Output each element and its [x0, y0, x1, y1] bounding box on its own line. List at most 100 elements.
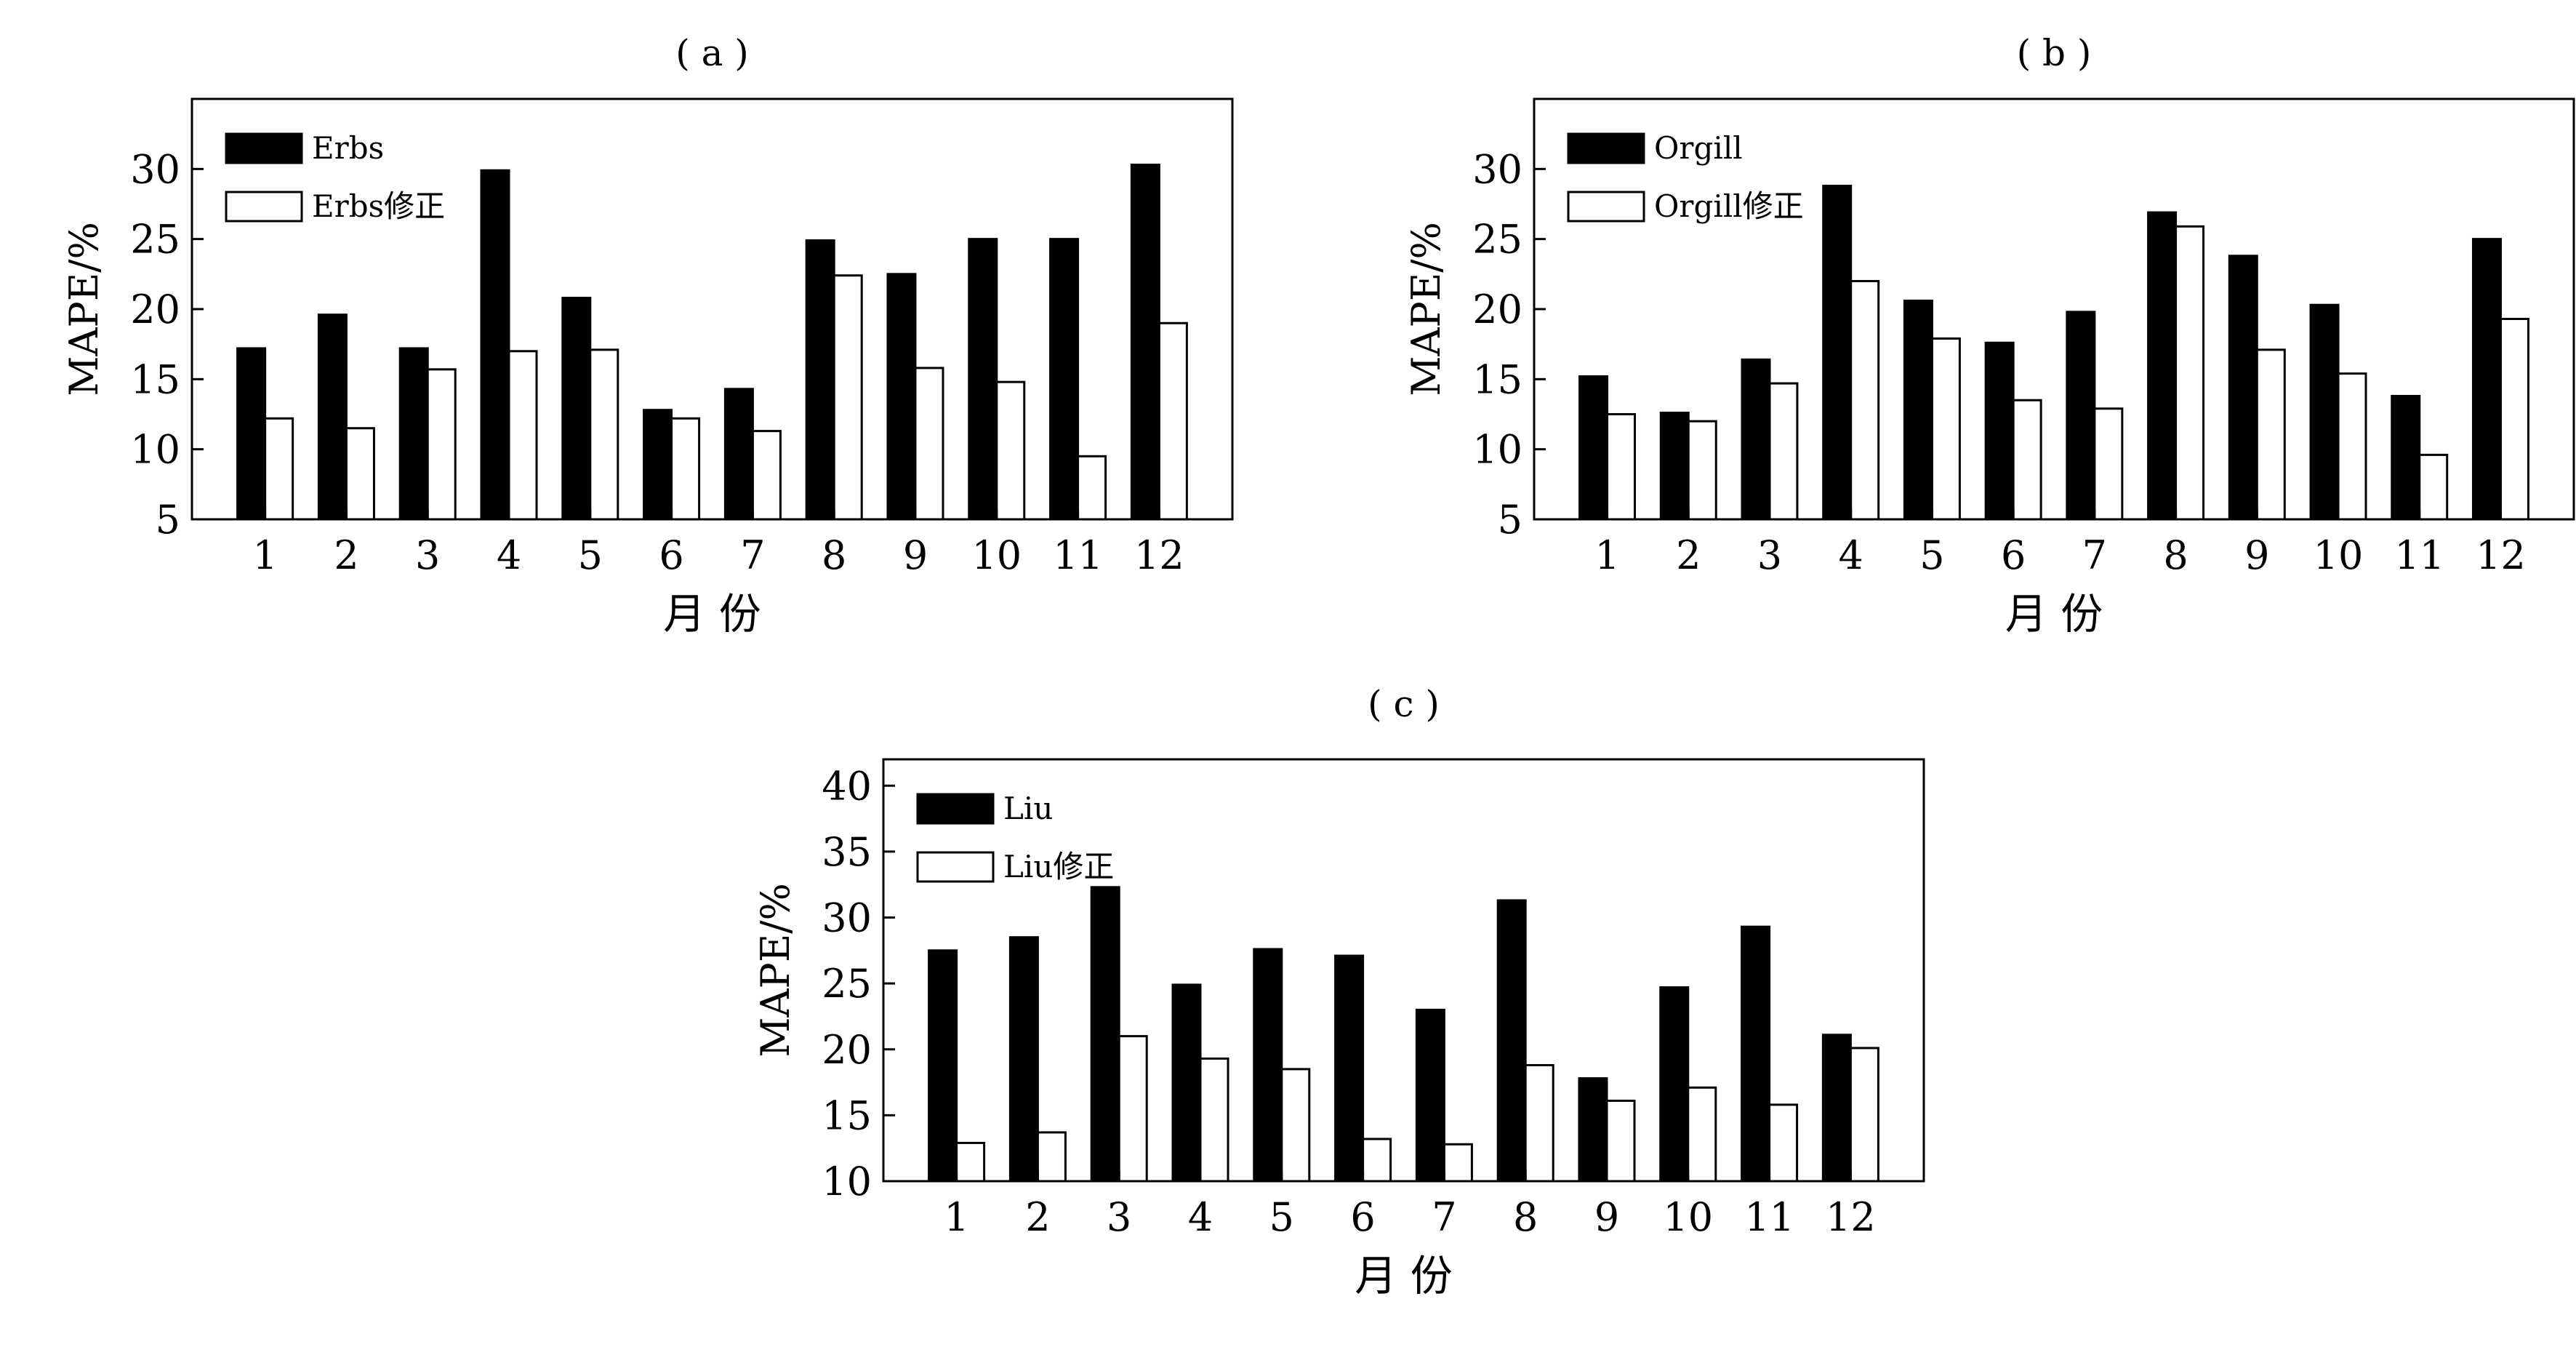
x-tick-label: 4 [1839, 532, 1863, 578]
y-tick-label: 25 [130, 217, 180, 263]
plot-frame [882, 758, 1925, 1183]
bar-original-month-5 [561, 297, 592, 521]
bar-original-month-8 [805, 239, 835, 521]
bar-corrected-month-7 [1443, 1143, 1473, 1183]
bar-corrected-month-3 [426, 368, 457, 521]
bar-original-month-12 [2471, 238, 2502, 521]
y-tick-label: 20 [1472, 287, 1522, 332]
legend-swatch [225, 132, 303, 164]
bar-corrected-month-2 [345, 427, 375, 521]
bar-corrected-month-5 [1280, 1068, 1311, 1183]
bar-original-month-11 [1741, 925, 1771, 1183]
x-tick-label: 8 [822, 532, 846, 578]
y-tick-label: 15 [822, 1092, 872, 1138]
x-tick-label: 10 [971, 532, 1022, 578]
bar-corrected-month-6 [670, 417, 701, 521]
bar-original-month-12 [1130, 164, 1160, 521]
bar-original-month-10 [1659, 986, 1690, 1183]
x-tick-label: 2 [334, 532, 358, 578]
bar-corrected-month-4 [507, 350, 538, 521]
bar-original-month-4 [1171, 983, 1202, 1183]
y-axis-label: MAPE/% [753, 883, 798, 1058]
x-tick-label: 3 [1757, 532, 1782, 578]
bar-corrected-month-11 [1768, 1103, 1799, 1183]
bar-original-month-2 [1659, 412, 1690, 521]
bar-corrected-month-1 [264, 417, 294, 521]
bar-corrected-month-9 [914, 367, 944, 521]
x-tick-label: 6 [1350, 1194, 1375, 1240]
x-tick-label: 12 [2476, 532, 2526, 578]
x-tick-label: 8 [2163, 532, 2188, 578]
bar-original-month-5 [1253, 948, 1283, 1183]
x-tick-label: 7 [1432, 1194, 1456, 1240]
bar-corrected-month-10 [1687, 1086, 1717, 1183]
bar-corrected-month-1 [1606, 413, 1637, 521]
x-axis-label: 月 份 [663, 589, 761, 639]
x-tick-label: 12 [1134, 532, 1184, 578]
bar-corrected-month-3 [1768, 382, 1799, 521]
y-tick-label: 30 [822, 895, 872, 941]
bar-original-month-5 [1903, 299, 1933, 521]
y-tick-label: 15 [130, 356, 180, 402]
legend: Erbs Erbs修正 [225, 130, 445, 224]
x-tick-label: 3 [415, 532, 440, 578]
bar-corrected-month-3 [1118, 1035, 1148, 1183]
legend-entry: Liu [1003, 791, 1053, 826]
y-tick-label: 10 [822, 1159, 872, 1204]
bar-corrected-month-9 [1605, 1099, 1636, 1183]
bar-corrected-month-12 [2499, 317, 2529, 521]
bar-corrected-month-7 [751, 430, 782, 521]
legend-swatch [916, 851, 995, 883]
bar-original-month-9 [1578, 1077, 1608, 1183]
bar-original-month-3 [1741, 358, 1771, 521]
legend-swatch [225, 191, 303, 223]
bar-corrected-month-11 [2418, 453, 2449, 521]
bar-corrected-month-1 [955, 1141, 986, 1183]
bar-original-month-11 [1049, 238, 1080, 521]
x-tick-label: 4 [1188, 1194, 1213, 1240]
x-tick-label: 7 [2082, 532, 2107, 578]
legend-swatch [1567, 191, 1645, 223]
x-tick-label: 1 [944, 1194, 968, 1240]
bar-original-month-1 [236, 347, 267, 521]
bar-corrected-month-7 [2093, 407, 2124, 521]
x-tick-label: 7 [740, 532, 765, 578]
y-tick-label: 5 [1498, 497, 1522, 543]
y-tick-label: 20 [822, 1027, 872, 1073]
x-tick-label: 9 [2244, 532, 2269, 578]
bar-corrected-month-5 [1930, 337, 1961, 521]
bar-original-month-4 [1822, 184, 1853, 521]
y-tick-label: 10 [1472, 427, 1522, 473]
x-tick-label: 12 [1826, 1194, 1876, 1240]
legend-entry: Orgill [1654, 130, 1743, 166]
bar-original-month-6 [1984, 341, 2015, 521]
y-axis-label: MAPE/% [1403, 222, 1449, 396]
y-tick-label: 10 [130, 427, 180, 473]
legend-entry: Liu修正 [1003, 849, 1114, 884]
y-axis-label: MAPE/% [61, 222, 107, 396]
x-tick-label: 4 [497, 532, 521, 578]
bar-corrected-month-11 [1077, 455, 1107, 521]
bar-original-month-1 [928, 949, 958, 1183]
x-tick-label: 6 [659, 532, 683, 578]
y-tick-label: 5 [156, 497, 180, 543]
x-tick-label: 6 [2001, 532, 2026, 578]
panel-label: ( a ) [675, 32, 749, 74]
y-tick-label: 35 [822, 829, 872, 875]
legend: Liu Liu修正 [916, 791, 1114, 884]
bar-corrected-month-12 [1157, 321, 1188, 521]
bar-original-month-2 [1008, 936, 1039, 1183]
bar-original-month-12 [1821, 1034, 1852, 1183]
x-tick-label: 5 [578, 532, 603, 578]
x-tick-label: 1 [252, 532, 277, 578]
x-axis-label: 月 份 [1355, 1251, 1452, 1300]
bar-corrected-month-9 [2255, 348, 2286, 521]
x-tick-label: 10 [2314, 532, 2364, 578]
y-tick-label: 25 [1472, 217, 1522, 263]
bar-original-month-3 [398, 347, 429, 521]
bar-original-month-10 [2309, 303, 2340, 521]
x-tick-label: 5 [1919, 532, 1944, 578]
x-tick-label: 11 [2394, 532, 2444, 578]
legend-entry: Orgill修正 [1654, 188, 1804, 224]
